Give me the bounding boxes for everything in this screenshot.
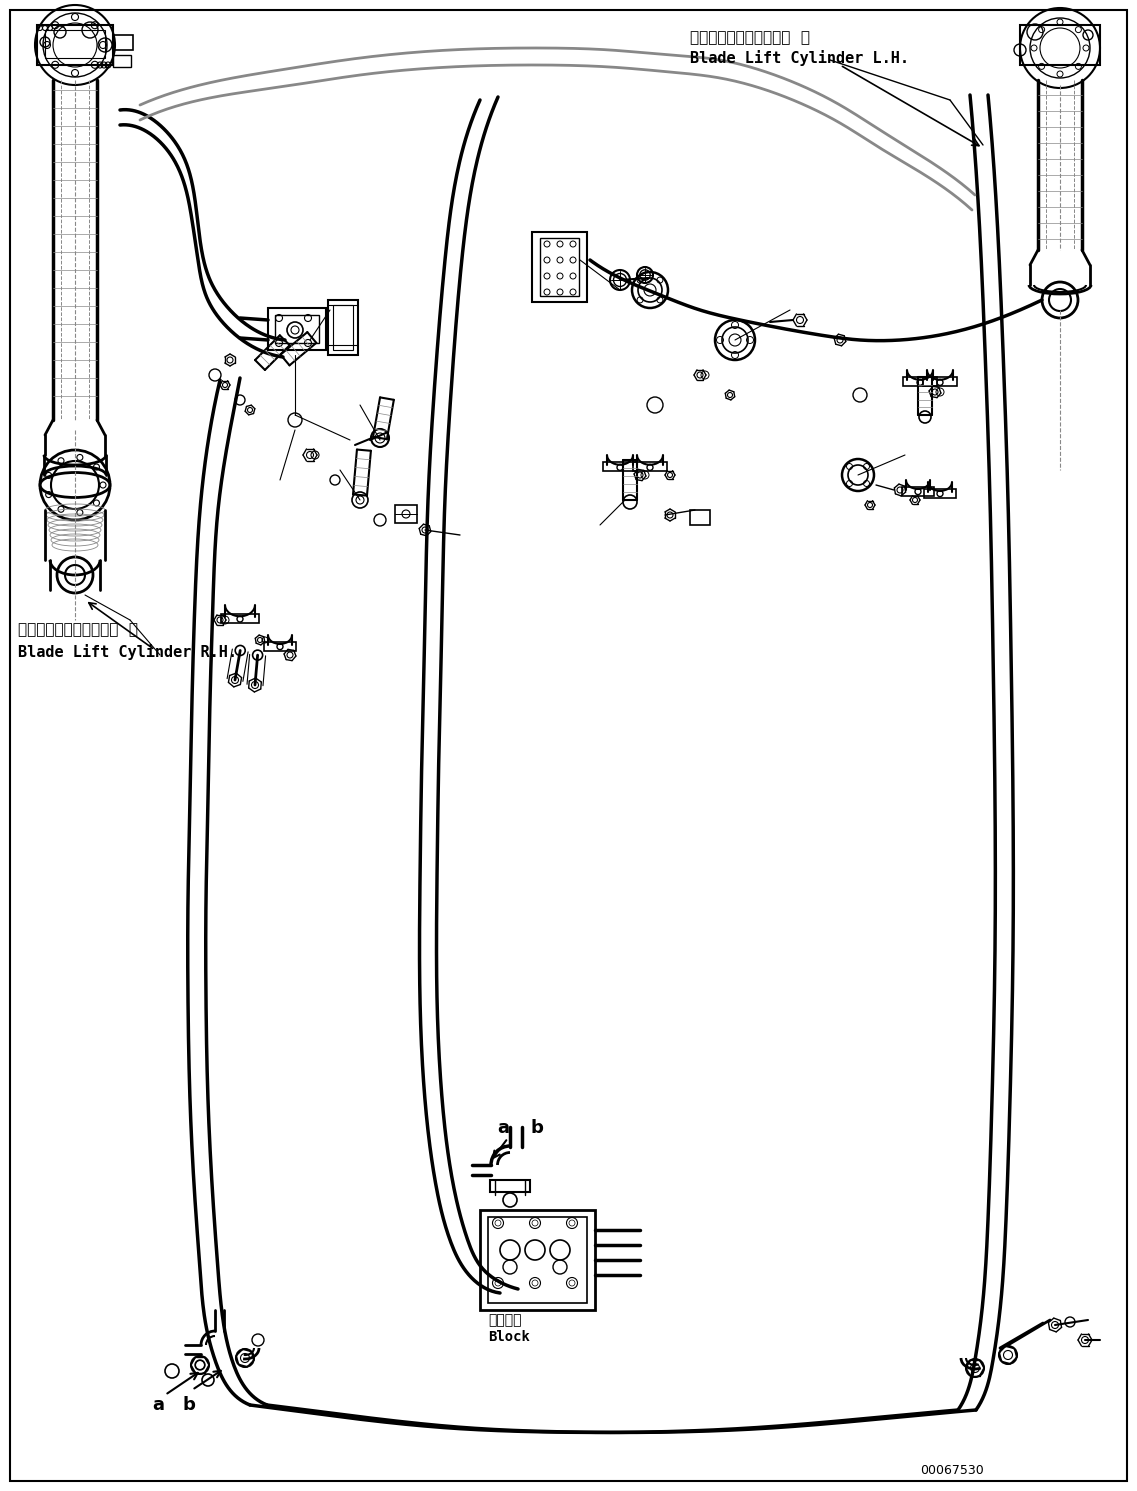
- Bar: [275, 315, 319, 343]
- Bar: [333, 306, 352, 350]
- Bar: [45, 30, 105, 58]
- Bar: [902, 486, 933, 495]
- Bar: [1020, 25, 1099, 66]
- Text: b: b: [182, 1396, 194, 1413]
- Bar: [924, 489, 956, 498]
- Text: b: b: [530, 1120, 542, 1138]
- Bar: [113, 55, 131, 67]
- Bar: [903, 377, 937, 386]
- Text: Block: Block: [488, 1330, 530, 1343]
- Bar: [532, 233, 587, 303]
- Bar: [923, 377, 957, 386]
- Text: ブレードリフトシリンダ  右: ブレードリフトシリンダ 右: [18, 623, 138, 638]
- Bar: [221, 614, 259, 623]
- Bar: [327, 300, 358, 355]
- Bar: [690, 510, 709, 525]
- Text: 00067530: 00067530: [920, 1464, 984, 1476]
- Text: Blade Lift Cylinder R.H.: Blade Lift Cylinder R.H.: [18, 644, 236, 661]
- Bar: [490, 1179, 530, 1191]
- Text: Blade Lift Cylinder L.H.: Blade Lift Cylinder L.H.: [690, 51, 908, 66]
- Text: a: a: [152, 1396, 164, 1413]
- Bar: [38, 25, 113, 66]
- Bar: [264, 641, 296, 650]
- Text: ブレードリフトシリンダ  左: ブレードリフトシリンダ 左: [690, 30, 810, 46]
- Bar: [268, 309, 326, 350]
- Text: ブロック: ブロック: [488, 1314, 522, 1327]
- Bar: [603, 462, 637, 471]
- Bar: [633, 462, 667, 471]
- Bar: [113, 34, 133, 51]
- Bar: [480, 1211, 595, 1311]
- Text: a: a: [497, 1120, 509, 1138]
- Bar: [540, 239, 579, 297]
- Bar: [488, 1217, 587, 1303]
- Bar: [395, 505, 417, 523]
